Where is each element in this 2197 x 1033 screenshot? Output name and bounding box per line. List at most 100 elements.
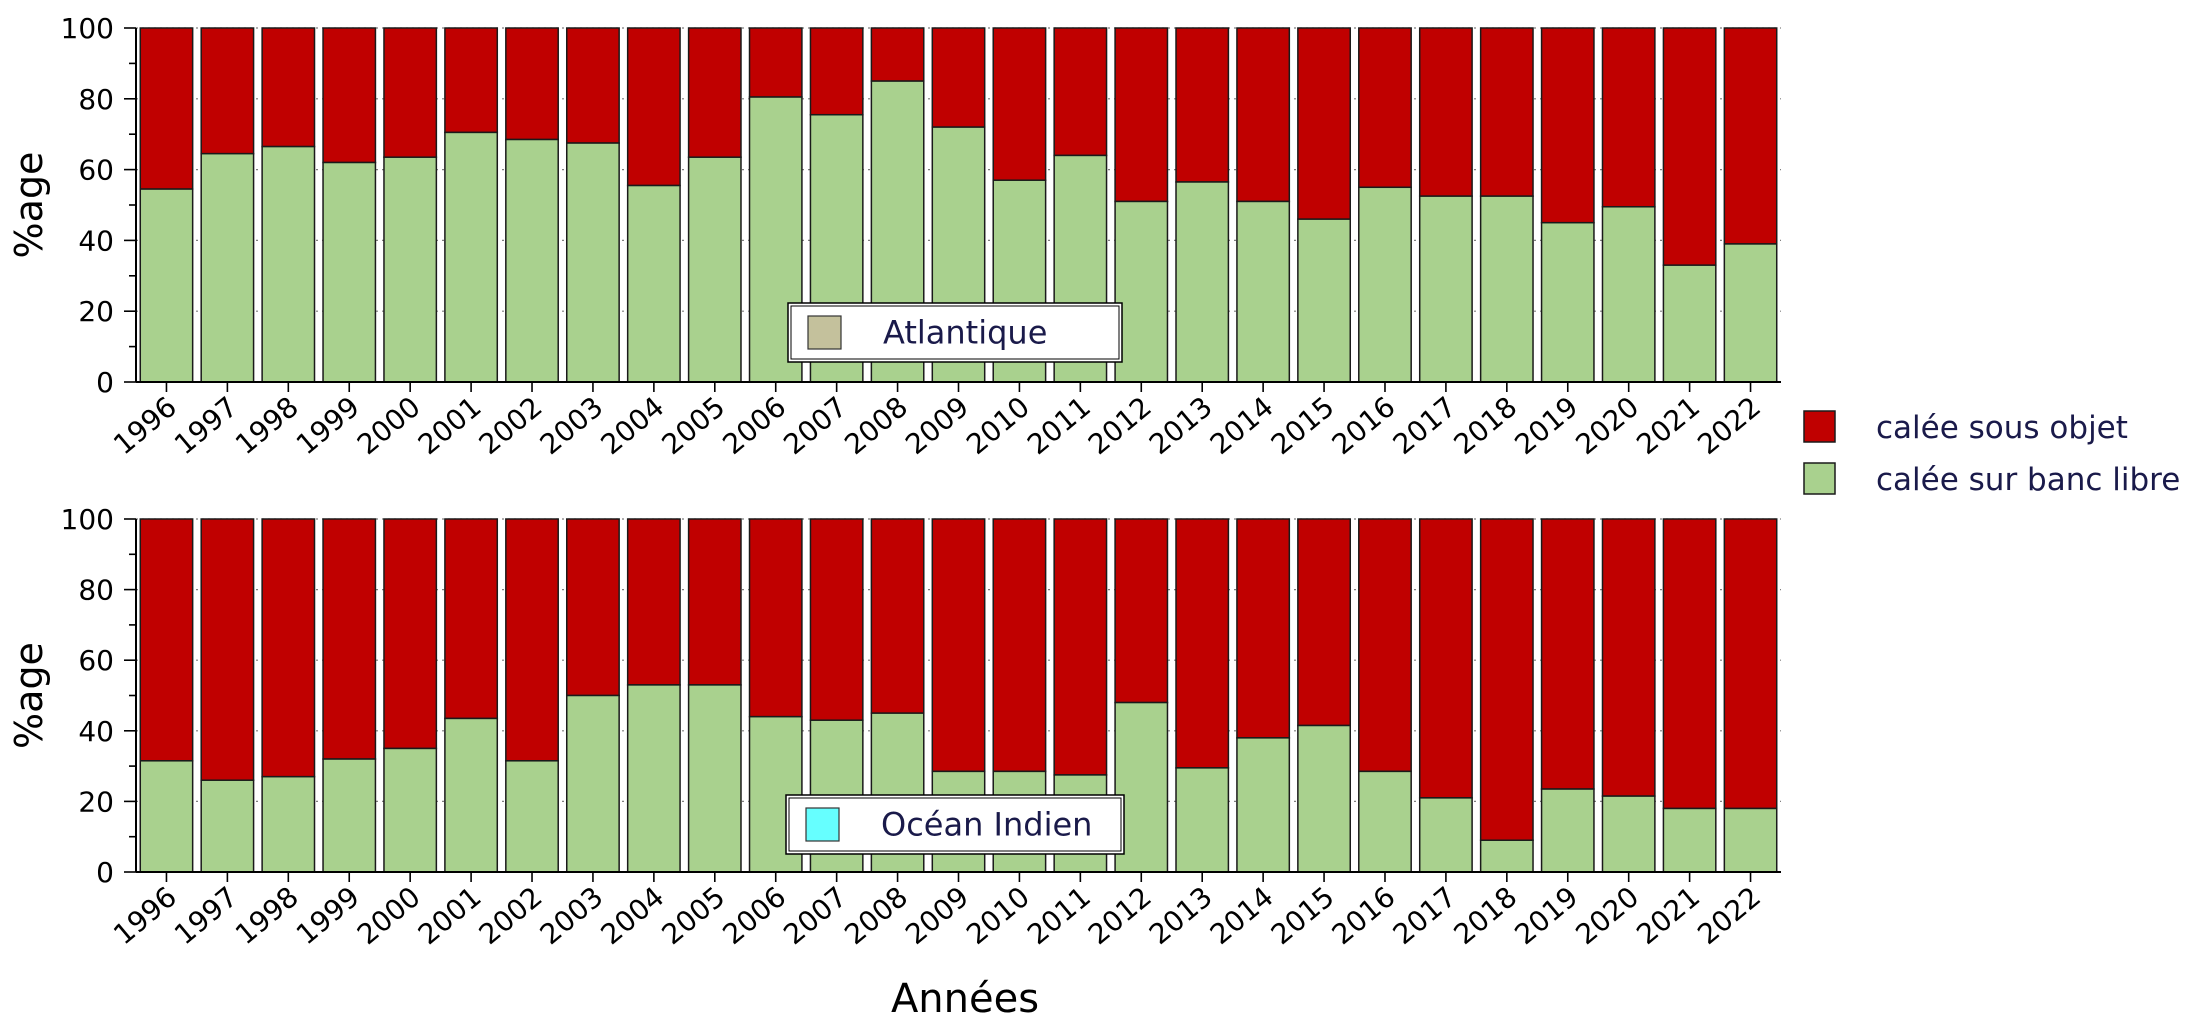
bar-under-object-2009 (931, 518, 986, 773)
bar-free-school-2019 (1540, 221, 1595, 383)
bar-under-object-2003 (565, 27, 620, 144)
x-tick-label: 2009 (899, 390, 975, 461)
x-tick-label: 2018 (1448, 880, 1524, 951)
x-tick-label: 2004 (595, 390, 671, 461)
bar-under-object-2015 (1297, 27, 1352, 220)
x-tick-label: 2007 (777, 390, 853, 461)
bar-under-object-2010 (992, 27, 1047, 181)
bar-under-object-2019 (1540, 27, 1595, 224)
legend-label-free-school: calée sur banc libre (1876, 462, 2180, 498)
x-tick-label: 2014 (1204, 390, 1280, 461)
bar-free-school-2004 (626, 684, 681, 873)
x-tick-label: 2017 (1387, 390, 1463, 461)
bar-free-school-2019 (1540, 788, 1595, 873)
bar-under-object-2014 (1236, 518, 1291, 739)
x-tick-label: 2002 (473, 880, 549, 951)
panel-label-box (785, 794, 1125, 855)
bar-free-school-2003 (565, 694, 620, 873)
bar-under-object-2002 (505, 518, 559, 762)
bar-free-school-2000 (383, 747, 438, 873)
x-tick-label: 2008 (838, 880, 914, 951)
bar-under-object-2016 (1358, 518, 1412, 773)
bar-under-object-2021 (1662, 27, 1717, 266)
x-tick-label: 2015 (1265, 390, 1341, 461)
legend-label-under-object: calée sous objet (1876, 410, 2128, 446)
x-tick-label: 2016 (1326, 390, 1402, 461)
bar-free-school-2001 (444, 131, 499, 383)
bar-free-school-2012 (1114, 701, 1169, 873)
x-tick-label: 2006 (716, 390, 792, 461)
bar-free-school-1998 (261, 775, 316, 873)
bar-under-object-1996 (139, 27, 194, 190)
y-tick-label: 0 (96, 366, 114, 399)
panel-label-box-inner (788, 797, 1122, 852)
bar-under-object-2012 (1114, 27, 1169, 203)
bar-under-object-2002 (505, 27, 559, 141)
x-tick-label: 2011 (1021, 390, 1097, 461)
bar-under-object-2004 (626, 518, 681, 686)
bar-under-object-2005 (687, 518, 742, 686)
bar-under-object-2008 (870, 518, 925, 714)
x-tick-label: 2013 (1143, 880, 1219, 951)
x-tick-label: 2003 (534, 390, 610, 461)
x-tick-label: 2001 (412, 880, 488, 951)
bar-free-school-2002 (505, 760, 559, 873)
x-tick-label: 2012 (1082, 390, 1158, 461)
bar-free-school-2018 (1479, 839, 1534, 873)
bar-free-school-1996 (139, 760, 194, 873)
x-tick-label: 1998 (229, 390, 305, 461)
bar-under-object-1997 (200, 27, 255, 155)
bar-under-object-2011 (1053, 27, 1108, 157)
x-tick-label: 2022 (1691, 390, 1767, 461)
bar-free-school-2016 (1358, 186, 1412, 383)
bar-under-object-1998 (261, 27, 316, 148)
bar-under-object-2009 (931, 27, 986, 128)
bar-free-school-2017 (1418, 195, 1473, 383)
bar-under-object-2013 (1175, 518, 1230, 769)
bar-under-object-1997 (200, 518, 255, 781)
x-tick-label: 2020 (1569, 880, 1645, 951)
legend: calée sous objet calée sur banc libre (1803, 410, 2180, 498)
x-tick-label: 2000 (351, 390, 427, 461)
x-tick-label: 2019 (1508, 390, 1584, 461)
x-tick-label: 2005 (655, 880, 731, 951)
bar-free-school-2021 (1662, 264, 1717, 383)
bar-under-object-2012 (1114, 518, 1169, 704)
bar-under-object-1998 (261, 518, 316, 778)
bar-free-school-2001 (444, 717, 499, 873)
bar-under-object-2006 (748, 518, 803, 718)
bar-free-school-2016 (1358, 770, 1412, 873)
bar-under-object-2017 (1418, 27, 1473, 197)
bar-under-object-2015 (1297, 518, 1352, 727)
x-tick-label: 2001 (412, 390, 488, 461)
bar-free-school-1996 (139, 188, 194, 383)
bar-free-school-1997 (200, 779, 255, 873)
x-tick-label: 1997 (168, 390, 244, 461)
bar-under-object-2007 (809, 27, 864, 116)
bar-under-object-2007 (809, 518, 864, 721)
x-tick-label: 1999 (290, 390, 366, 461)
x-axis-label: Années (891, 976, 1039, 1022)
y-tick-label: 20 (78, 785, 114, 818)
y-axis-label: %age (7, 152, 51, 259)
bar-free-school-2015 (1297, 218, 1352, 383)
bar-under-object-2020 (1601, 518, 1656, 797)
bar-free-school-1998 (261, 145, 316, 383)
bar-free-school-1999 (322, 758, 377, 873)
bar-under-object-1999 (322, 518, 377, 760)
bar-under-object-2020 (1601, 27, 1656, 208)
x-tick-label: 2005 (655, 390, 731, 461)
x-tick-label: 2022 (1691, 880, 1767, 951)
x-tick-label: 2017 (1387, 880, 1463, 951)
bar-under-object-2006 (748, 27, 803, 98)
bar-free-school-2014 (1236, 737, 1291, 873)
bar-free-school-2003 (565, 142, 620, 383)
bar-free-school-2015 (1297, 724, 1352, 873)
x-tick-label: 2006 (716, 880, 792, 951)
x-tick-label: 1998 (229, 880, 305, 951)
x-tick-label: 2008 (838, 390, 914, 461)
bar-free-school-2017 (1418, 797, 1473, 873)
bar-free-school-1997 (200, 152, 255, 383)
bar-under-object-2008 (870, 27, 925, 82)
